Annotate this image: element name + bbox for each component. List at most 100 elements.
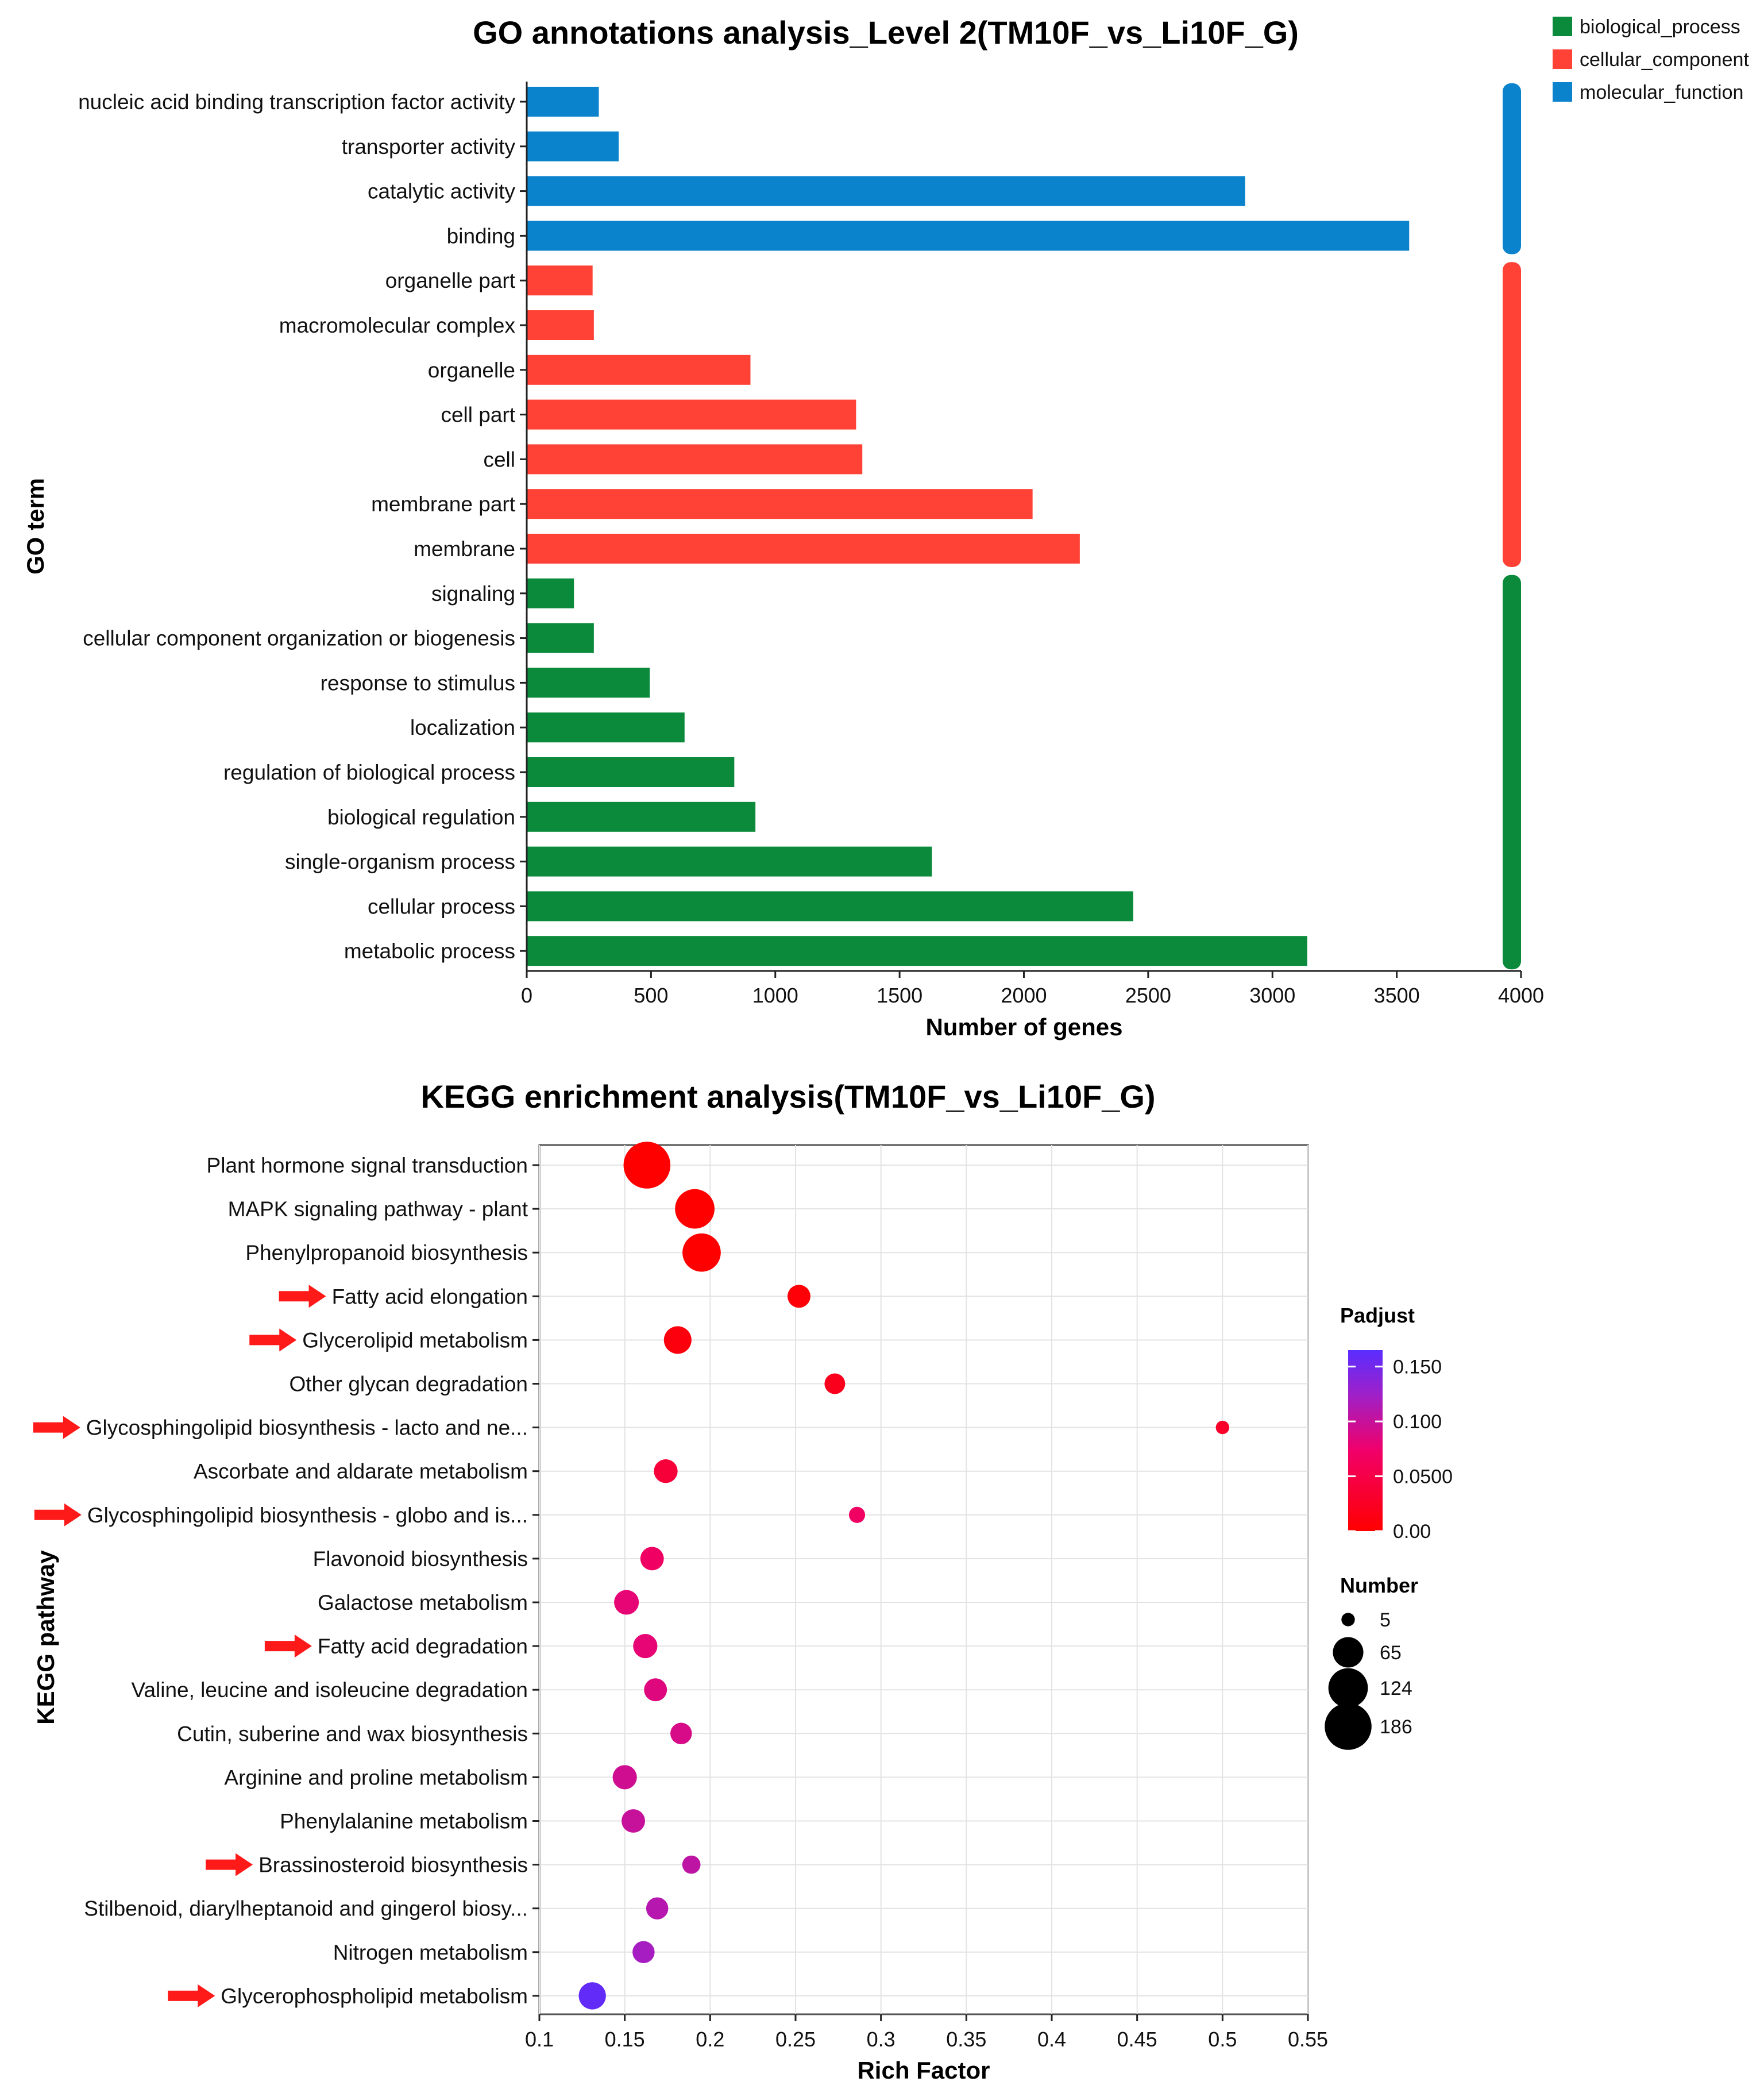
go-category-label: cellular component organization or bioge… <box>83 627 515 650</box>
padjust-colorbar-ticks: 0.150 0.100 0.0500 0.00 <box>1348 1356 1453 1543</box>
go-legend-swatch <box>1553 49 1572 69</box>
go-category-label: metabolic process <box>344 939 515 963</box>
go-category-label: nucleic acid binding transcription facto… <box>78 90 515 114</box>
kegg-pathway-label: Valine, leucine and isoleucine degradati… <box>132 1678 528 1702</box>
kegg-point <box>682 1233 721 1272</box>
kegg-pathway-label: Stilbenoid, diarylheptanoid and gingerol… <box>84 1897 528 1921</box>
kegg-pathway-label: MAPK signaling pathway - plant <box>228 1197 528 1221</box>
kegg-x-tick-label: 0.15 <box>605 2027 645 2051</box>
go-bar <box>527 534 1080 564</box>
kegg-x-tick-label: 0.55 <box>1288 2027 1328 2051</box>
go-bar <box>527 221 1410 251</box>
go-category-label: response to stimulus <box>321 671 515 695</box>
go-group-strips <box>1503 83 1521 970</box>
kegg-x-tick-label: 0.4 <box>1037 2027 1066 2051</box>
kegg-point <box>848 1506 866 1523</box>
kegg-pathway-label: Nitrogen metabolism <box>333 1941 528 1964</box>
highlight-arrow-icon <box>264 1635 312 1658</box>
go-category-label: organelle <box>428 359 515 382</box>
number-legend-label: 186 <box>1380 1716 1412 1738</box>
go-x-tick-label: 2000 <box>1001 984 1047 1007</box>
number-legend: 5 65 124 186 <box>1325 1609 1412 1750</box>
go-bar <box>527 712 685 743</box>
go-bar <box>527 399 856 430</box>
kegg-pathway-label: Glycerophospholipid metabolism <box>221 1984 528 2008</box>
go-bar <box>527 623 594 653</box>
kegg-pathway-label: Plant hormone signal transduction <box>207 1154 528 1177</box>
kegg-grid <box>539 1145 1308 2014</box>
go-category-label: organelle part <box>385 269 516 292</box>
kegg-x-tick-label: 0.25 <box>775 2027 816 2051</box>
go-x-ticks: 0 500 1000 1500 2000 2500 3000 3500 4000 <box>521 971 1544 1007</box>
go-bar <box>527 936 1307 966</box>
kegg-point <box>675 1189 715 1229</box>
go-group-strip-biological_process <box>1503 575 1521 970</box>
kegg-y-axis-title: KEGG pathway <box>32 1550 59 1725</box>
number-legend-label: 65 <box>1380 1642 1402 1664</box>
kegg-pathway-label: Cutin, suberine and wax biosynthesis <box>177 1722 528 1745</box>
kegg-x-tick-label: 0.2 <box>696 2027 724 2051</box>
kegg-point <box>640 1547 664 1571</box>
kegg-pathway-label: Phenylalanine metabolism <box>280 1810 528 1833</box>
go-bar <box>527 668 650 698</box>
go-x-tick-label: 1500 <box>877 984 922 1007</box>
go-category-label: cell <box>483 448 515 471</box>
highlight-arrow-icon <box>279 1285 326 1308</box>
kegg-point <box>612 1765 637 1790</box>
go-bar <box>527 891 1133 922</box>
go-bars <box>527 87 1410 966</box>
go-category-label: transporter activity <box>342 135 516 159</box>
number-legend-label: 124 <box>1380 1678 1412 1699</box>
go-category-label: catalytic activity <box>368 180 516 203</box>
go-bar <box>527 310 594 340</box>
go-category-label: signaling <box>431 582 515 606</box>
go-bar <box>527 578 574 608</box>
go-category-label: membrane <box>414 537 515 561</box>
kegg-pathway-label: Flavonoid biosynthesis <box>313 1547 528 1571</box>
kegg-point <box>614 1590 639 1615</box>
go-bar <box>527 265 593 296</box>
kegg-point <box>1215 1420 1230 1435</box>
kegg-point <box>623 1142 671 1189</box>
go-legend-label: molecular_function <box>1580 82 1743 103</box>
go-x-tick-label: 0 <box>521 984 532 1007</box>
go-bar <box>527 489 1033 519</box>
go-category-label: single-organism process <box>285 850 515 874</box>
kegg-pathway-labels: Plant hormone signal transduction MAPK si… <box>84 1154 539 2008</box>
go-category-label: cellular process <box>368 895 515 918</box>
go-category-label: regulation of biological process <box>223 761 515 784</box>
go-category-labels: nucleic acid binding transcription facto… <box>78 90 527 963</box>
kegg-point <box>644 1678 667 1702</box>
kegg-point <box>622 1809 645 1833</box>
number-legend-dot <box>1333 1637 1364 1668</box>
number-legend-title: Number <box>1340 1574 1418 1597</box>
kegg-pathway-label: Glycosphingolipid biosynthesis - lacto a… <box>86 1416 528 1440</box>
kegg-point <box>787 1285 810 1308</box>
highlight-arrow-icon <box>168 1984 215 2007</box>
go-category-label: biological regulation <box>327 805 515 829</box>
go-group-strip-molecular_function <box>1503 83 1521 255</box>
padjust-tick-label: 0.100 <box>1393 1411 1442 1433</box>
padjust-tick-label: 0.0500 <box>1393 1466 1453 1488</box>
kegg-x-tick-label: 0.5 <box>1208 2027 1237 2051</box>
highlight-arrow-icon <box>33 1416 80 1439</box>
kegg-points <box>578 1142 1230 2010</box>
go-category-label: localization <box>410 716 515 739</box>
go-bar <box>527 176 1245 206</box>
go-legend-swatch <box>1553 17 1572 36</box>
kegg-x-axis-title: Rich Factor <box>857 2057 990 2084</box>
kegg-chart-title: KEGG enrichment analysis(TM10F_vs_Li10F_… <box>420 1078 1155 1115</box>
kegg-pathway-label: Glycosphingolipid biosynthesis - globo a… <box>87 1504 528 1527</box>
go-bar <box>527 354 751 385</box>
kegg-point <box>682 1855 701 1874</box>
kegg-pathway-label: Arginine and proline metabolism <box>224 1766 528 1789</box>
kegg-point <box>578 1982 606 2010</box>
kegg-pathway-label: Glycerolipid metabolism <box>302 1328 528 1352</box>
highlight-arrow-icon <box>206 1853 253 1876</box>
go-bar <box>527 846 932 877</box>
kegg-pathway-label: Galactose metabolism <box>318 1591 528 1614</box>
go-bar <box>527 87 599 117</box>
go-bar <box>527 757 735 787</box>
highlight-arrow-icon <box>34 1503 82 1527</box>
